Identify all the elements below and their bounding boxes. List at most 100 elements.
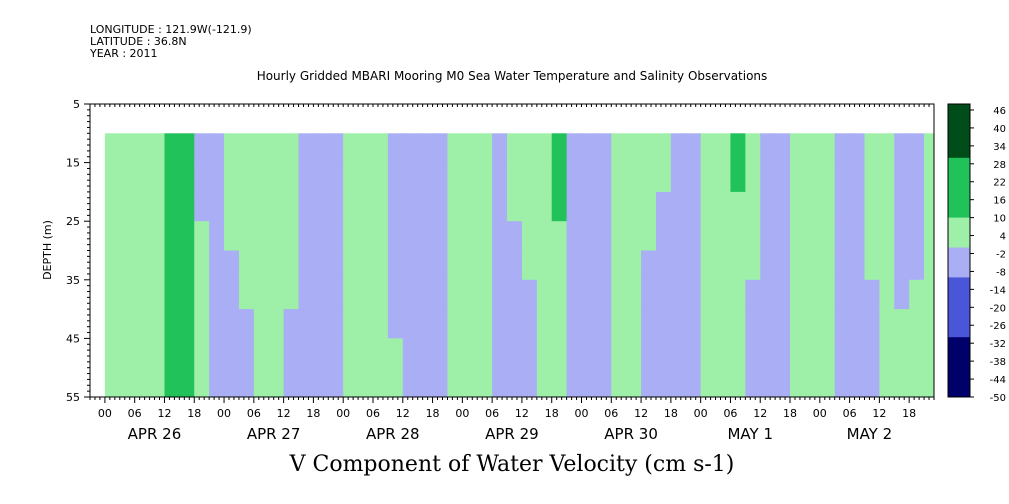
heatmap-cell [224,162,240,193]
heatmap-cell [924,162,935,193]
heatmap-cell [194,221,210,251]
heatmap-cell [119,309,136,339]
heatmap-cell [626,367,642,398]
heatmap-cell [328,191,344,222]
heatmap-cell [417,279,434,310]
heatmap-cell [536,162,553,193]
heatmap-cell [238,162,255,193]
heatmap-cell [298,191,314,222]
heatmap-cell [760,279,776,310]
heatmap-cell [387,133,404,164]
heatmap-cell [760,191,776,222]
heatmap-cell [283,221,300,251]
heatmap-cell [104,338,121,369]
colorbar-tick-label: -44 [990,375,1006,386]
heatmap-cell [521,309,538,339]
heatmap-cell [626,338,642,369]
heatmap-cell [313,250,329,281]
colorbar-swatch [948,229,970,237]
heatmap-cell [477,338,493,369]
heatmap-cell [819,250,836,281]
heatmap-cell [804,162,821,193]
heatmap-cell [447,250,463,281]
heatmap-cell [551,279,568,310]
longitude-label: LONGITUDE : 121.9W(-121.9) [90,23,252,36]
heatmap-cell [417,162,434,193]
heatmap-cell [566,191,583,222]
heatmap-cell [402,338,419,369]
heatmap-cell [209,279,225,310]
heatmap-cell [119,279,136,310]
y-tick-label: 45 [66,332,80,345]
heatmap-cell [507,191,523,222]
colorbar: 46 40 34 28 22 16 10 4 -2 -8 -14 -20 -26 -32 -38 -44 -50 [947,103,1006,404]
heatmap-cell [134,191,151,222]
heatmap-cell [581,191,597,222]
heatmap-cell [760,367,776,398]
heatmap-cell [283,338,300,369]
heatmap-cell [387,309,404,339]
heatmap-cell [819,133,836,164]
heatmap-cell [804,221,821,251]
heatmap-cell [268,191,285,222]
heatmap-cell [119,367,136,398]
heatmap-cell [477,191,493,222]
heatmap-cell [313,191,329,222]
heatmap-cell [134,133,151,164]
heatmap-cell [611,279,627,310]
x-hour-label: 12 [515,407,529,420]
heatmap-cell [715,133,731,164]
heatmap-cell [685,191,702,222]
heatmap-cell [730,250,746,281]
heatmap-cell [492,279,508,310]
colorbar-swatch [948,241,970,249]
heatmap-cell [894,162,910,193]
heatmap-cell [119,338,136,369]
heatmap-cell [298,367,314,398]
heatmap-cell [804,279,821,310]
heatmap-cell [209,133,225,164]
heatmap-cell [626,309,642,339]
heatmap-cell [834,162,851,193]
heatmap-cell [521,279,538,310]
heatmap-cell [209,162,225,193]
heatmap-cell [477,367,493,398]
heatmap-cell [804,250,821,281]
heatmap-cell [194,338,210,369]
heatmap-cell [224,367,240,398]
heatmap-cell [685,133,702,164]
heatmap-cell [879,279,895,310]
colorbar-swatch [948,181,970,189]
heatmap-cell [819,191,836,222]
heatmap-cell [328,338,344,369]
heatmap-cell [536,133,553,164]
heatmap-cell [268,338,285,369]
heatmap-cell [566,338,583,369]
x-day-label: APR 30 [604,425,658,443]
colorbar-tick-label: 28 [993,160,1006,171]
heatmap-cell [611,162,627,193]
heatmap-cell [119,162,136,193]
heatmap-cell [328,279,344,310]
heatmap-cell [894,133,910,164]
y-tick-label: 55 [66,391,80,404]
heatmap-cell [730,367,746,398]
heatmap-cell [641,162,657,193]
heatmap-cell [432,338,448,369]
colorbar-swatch [948,373,970,380]
heatmap-cell [194,162,210,193]
chart-title: Hourly Gridded MBARI Mooring M0 Sea Wate… [256,69,768,83]
heatmap-cell [268,250,285,281]
heatmap-cell [224,250,240,281]
colorbar-tick-label: -26 [990,321,1006,332]
heatmap-cell [313,162,329,193]
heatmap-cell [253,338,270,369]
heatmap-cell [521,162,538,193]
heatmap-cell [670,162,687,193]
x-day-label: APR 29 [485,425,539,443]
heatmap-cell [358,133,374,164]
heatmap-cell [655,250,672,281]
heatmap-cell [328,309,344,339]
heatmap-cell [879,162,895,193]
heatmap-cell [179,221,195,251]
